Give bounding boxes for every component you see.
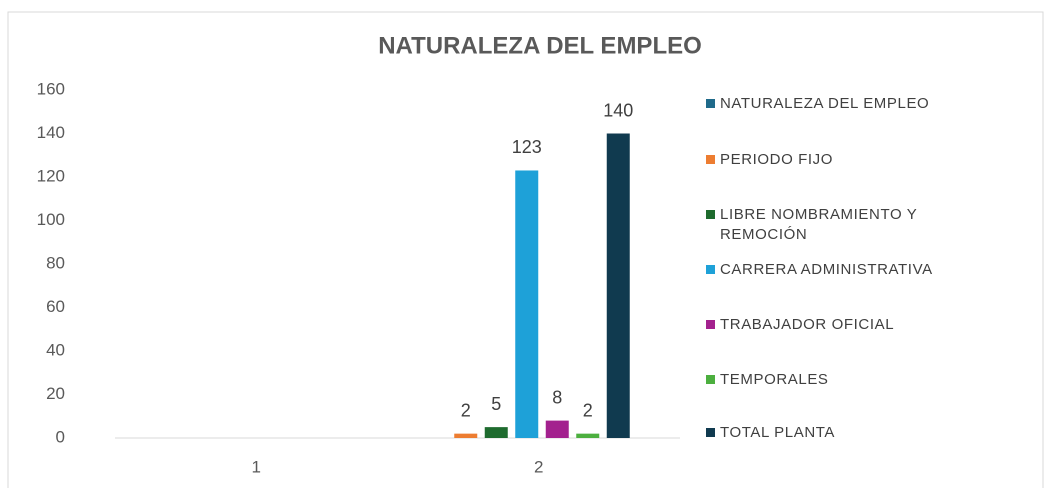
data-label: 2 — [461, 400, 471, 420]
bar — [484, 427, 508, 438]
data-label: 8 — [552, 387, 562, 407]
bar — [454, 433, 478, 438]
y-tick-label: 160 — [37, 79, 65, 98]
legend-label: TRABAJADOR OFICIAL — [720, 316, 895, 333]
chart-frame — [7, 11, 1044, 488]
x-tick-label: 2 — [534, 457, 543, 476]
legend-label: CARRERA ADMINISTRATIVA — [720, 261, 933, 278]
data-label: 2 — [583, 400, 593, 420]
bar — [576, 433, 600, 438]
data-label: 123 — [512, 137, 542, 157]
y-tick-label: 40 — [46, 340, 65, 359]
legend-item: TOTAL PLANTA — [706, 423, 1006, 443]
legend-item: PERIODO FIJO — [706, 150, 1006, 170]
y-tick-label: 140 — [37, 123, 65, 142]
data-label: 5 — [491, 394, 501, 414]
legend-item: TEMPORALES — [706, 370, 1006, 390]
chart-title: NATURALEZA DEL EMPLEO — [378, 32, 702, 59]
legend-item: NATURALEZA DEL EMPLEO — [706, 94, 946, 114]
y-tick-label: 100 — [37, 210, 65, 229]
legend-label: TOTAL PLANTA — [720, 424, 836, 441]
legend-swatch — [706, 265, 715, 274]
legend-swatch — [706, 428, 715, 437]
y-tick-label: 80 — [46, 253, 65, 272]
y-tick-label: 120 — [37, 166, 65, 185]
legend-label: TEMPORALES — [720, 371, 829, 388]
y-tick-label: 60 — [46, 297, 65, 316]
legend-item: CARRERA ADMINISTRATIVA — [706, 260, 936, 280]
legend-label: NATURALEZA DEL EMPLEO — [720, 95, 930, 112]
legend-label: PERIODO FIJO — [720, 151, 834, 168]
legend-swatch — [706, 210, 715, 219]
bar — [606, 133, 630, 438]
y-tick-label: 0 — [56, 427, 65, 446]
bar — [515, 170, 539, 438]
legend-item: TRABAJADOR OFICIAL — [706, 315, 1036, 335]
x-tick-label: 1 — [252, 457, 261, 476]
data-label: 140 — [603, 100, 633, 120]
y-tick-label: 20 — [46, 384, 65, 403]
legend-swatch — [706, 375, 715, 384]
bar — [545, 420, 569, 438]
legend-swatch — [706, 155, 715, 164]
legend-swatch — [706, 320, 715, 329]
legend-label: LIBRE NOMBRAMIENTO Y REMOCIÓN — [720, 206, 918, 243]
legend-swatch — [706, 99, 715, 108]
legend-item: LIBRE NOMBRAMIENTO Y REMOCIÓN — [706, 205, 1006, 245]
